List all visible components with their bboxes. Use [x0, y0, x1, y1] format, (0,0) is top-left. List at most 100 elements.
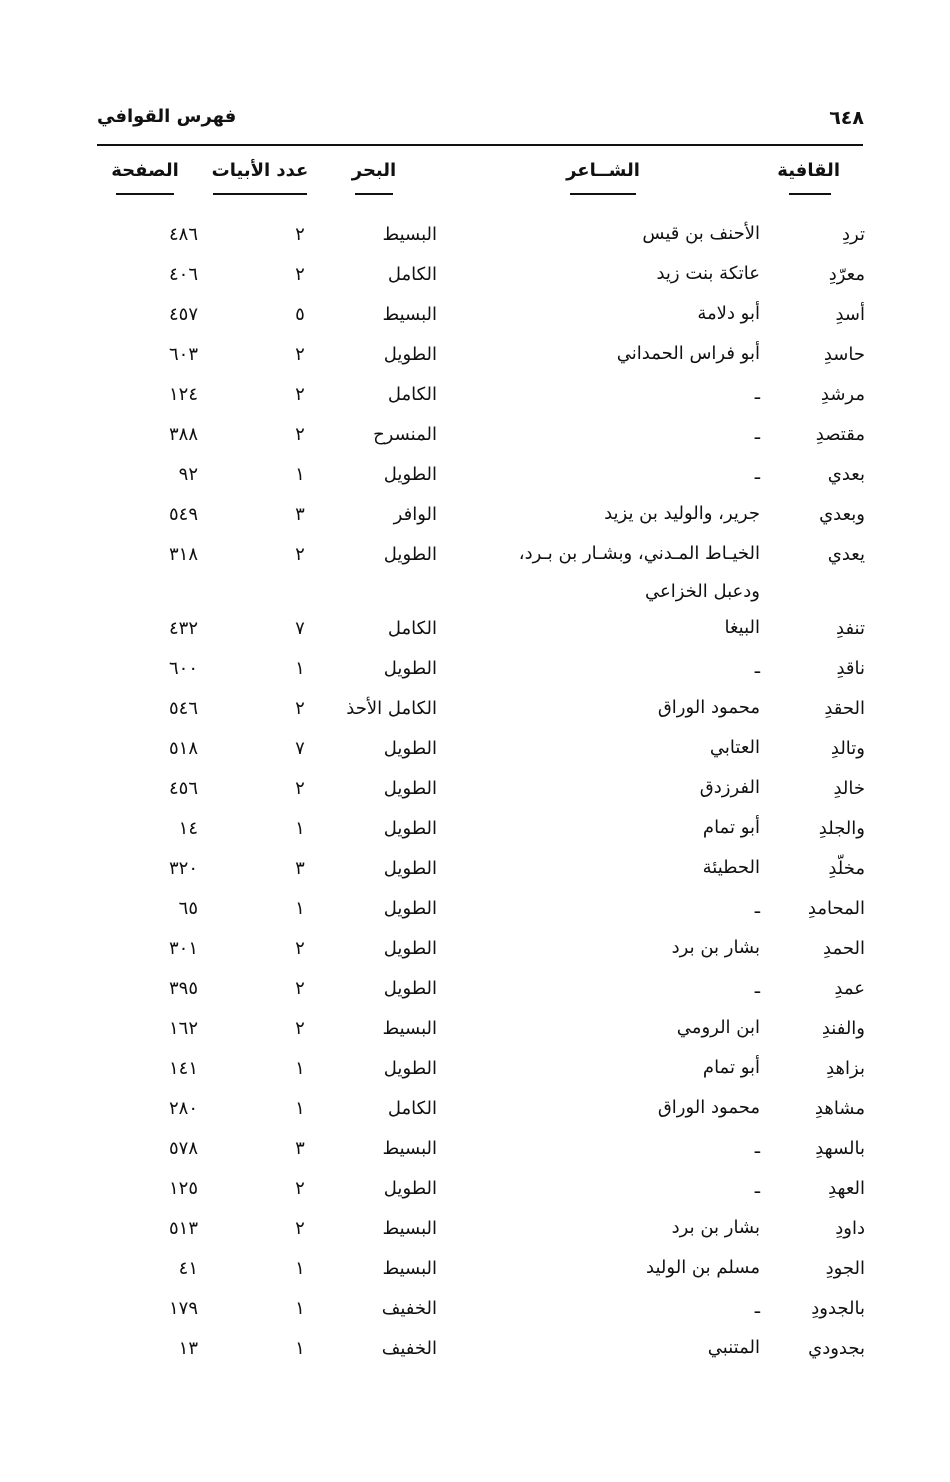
poet-cell: محمود الوراق: [658, 689, 760, 727]
column-header-page: الصفحة: [105, 160, 185, 195]
verse-count-cell: ١: [295, 658, 305, 679]
poet-cell: ابن الرومي: [677, 1009, 760, 1047]
poet-line: أبو فراس الحمداني: [616, 343, 760, 364]
page-cell: ٣٩٥: [168, 978, 198, 999]
poet-line: جرير، والوليد بن يزيد: [604, 503, 760, 524]
column-header-rhyme: القافية: [777, 160, 840, 195]
table-row: بجدودي المتنبي الخفيف ١ ١٣: [0, 1332, 950, 1372]
meter-cell: الكامل: [387, 264, 437, 285]
table-row: بالجدودِ ـ الخفيف ١ ١٧٩: [0, 1292, 950, 1332]
meter-cell: الكامل: [387, 384, 437, 405]
poet-cell: أبو تمام: [703, 809, 760, 847]
poet-line: الحطيئة: [702, 857, 760, 878]
rhyme-cell: أسدِ: [835, 304, 865, 325]
meter-cell: الطويل: [383, 1178, 437, 1199]
page-cell: ٦٠٣: [168, 344, 198, 365]
table-row: داودِ بشار بن برد البسيط ٢ ٥١٣: [0, 1212, 950, 1252]
poet-line: البيغا: [724, 617, 760, 638]
table-row: وبعدي جرير، والوليد بن يزيد الوافر ٣ ٥٤٩: [0, 498, 950, 538]
page-cell: ٤٥٦: [168, 778, 198, 799]
meter-cell: الطويل: [383, 778, 437, 799]
page-cell: ٣٢٠: [168, 858, 198, 879]
table-row: والجلدِ أبو تمام الطويل ١ ١٤: [0, 812, 950, 852]
running-title: فهرس القوافي: [97, 106, 237, 127]
column-header-verses: عدد الأبيات: [205, 160, 315, 195]
poet-cell: أبو دلامة: [697, 295, 760, 333]
table-row: مخلّدِ الحطيئة الطويل ٣ ٣٢٠: [0, 852, 950, 892]
rhyme-cell: العهدِ: [828, 1178, 865, 1199]
poet-line: ـ: [754, 1177, 760, 1198]
table-row: تنفدِ البيغا الكامل ٧ ٤٣٢: [0, 612, 950, 652]
poet-line: بشار بن برد: [671, 1217, 760, 1238]
verse-count-cell: ٢: [295, 938, 305, 959]
meter-cell: المنسرح: [373, 424, 437, 445]
rhyme-cell: بزاهدِ: [826, 1058, 865, 1079]
poet-line: ودعبل الخزاعي: [644, 581, 760, 602]
page-cell: ٦٥: [178, 898, 198, 919]
poet-cell: الخيـاط المـدني، وبشـار بن بـرد، ودعبل ال…: [519, 535, 760, 611]
verse-count-cell: ٢: [295, 1018, 305, 1039]
meter-cell: الطويل: [383, 938, 437, 959]
page-cell: ٥٤٦: [168, 698, 198, 719]
verse-count-cell: ٣: [295, 1138, 305, 1159]
poet-line: أبو تمام: [702, 1057, 760, 1078]
meter-cell: البسيط: [382, 1138, 438, 1159]
page-cell: ٢٨٠: [168, 1098, 198, 1119]
page-cell: ١٤: [178, 818, 198, 839]
page-cell: ٥٧٨: [168, 1138, 198, 1159]
poet-cell: ـ: [755, 1289, 760, 1327]
rhyme-cell: ناقدِ: [836, 658, 865, 679]
meter-cell: الخفيف: [381, 1298, 437, 1319]
meter-cell: الطويل: [383, 858, 437, 879]
verse-count-cell: ١: [295, 1258, 305, 1279]
rhyme-cell: حاسدِ: [823, 344, 865, 365]
poet-line: الفرزدق: [699, 777, 760, 798]
verse-count-cell: ١: [295, 1058, 305, 1079]
verse-count-cell: ٢: [295, 224, 305, 245]
verse-count-cell: ١: [295, 1098, 305, 1119]
page-cell: ١٢٥: [168, 1178, 198, 1199]
verse-count-cell: ١: [295, 1298, 305, 1319]
rhyme-cell: خالدِ: [833, 778, 865, 799]
poet-line: الأحنف بن قيس: [642, 223, 760, 244]
meter-cell: الطويل: [383, 898, 437, 919]
verse-count-cell: ٢: [295, 544, 305, 565]
meter-cell: الطويل: [383, 818, 437, 839]
meter-cell: الطويل: [383, 464, 437, 485]
verse-count-cell: ٣: [295, 858, 305, 879]
rhyme-cell: بالجدودِ: [811, 1298, 865, 1319]
poet-cell: محمود الوراق: [658, 1089, 760, 1127]
page-cell: ١٣: [178, 1338, 198, 1359]
poet-line: أبو دلامة: [697, 303, 760, 324]
poet-line: ـ: [754, 463, 760, 484]
meter-cell: البسيط: [382, 1018, 438, 1039]
table-row: معرّدِ عاتكة بنت زيد الكامل ٢ ٤٠٦: [0, 258, 950, 298]
verse-count-cell: ٢: [295, 978, 305, 999]
poet-cell: ـ: [755, 1129, 760, 1167]
verse-count-cell: ٢: [295, 384, 305, 405]
table-row: بعدي ـ الطويل ١ ٩٢: [0, 458, 950, 498]
page-cell: ٤٣٢: [168, 618, 198, 639]
table-row: الجودِ مسلم بن الوليد البسيط ١ ٤١: [0, 1252, 950, 1292]
poet-cell: ـ: [755, 415, 760, 453]
poet-cell: الفرزدق: [700, 769, 760, 807]
page-cell: ٤٥٧: [168, 304, 198, 325]
meter-cell: الطويل: [383, 658, 437, 679]
page-cell: ١٤١: [168, 1058, 198, 1079]
rhyme-cell: بجدودي: [808, 1338, 865, 1359]
verse-count-cell: ١: [295, 1338, 305, 1359]
rhyme-cell: وبعدي: [819, 504, 865, 525]
rhyme-cell: داودِ: [835, 1218, 865, 1239]
column-header-poet: الشــاعر: [553, 160, 653, 195]
page-cell: ٤٨٦: [168, 224, 198, 245]
poet-cell: أبو تمام: [703, 1049, 760, 1087]
table-row: وتالدِ العتابي الطويل ٧ ٥١٨: [0, 732, 950, 772]
meter-cell: البسيط: [382, 1258, 438, 1279]
poet-cell: بشار بن برد: [672, 929, 760, 967]
poet-line: ـ: [754, 1297, 760, 1318]
table-row: يعدي الخيـاط المـدني، وبشـار بن بـرد، ودعب…: [0, 538, 950, 612]
verse-count-cell: ٣: [295, 504, 305, 525]
verse-count-cell: ٢: [295, 698, 305, 719]
poet-line: ـ: [754, 657, 760, 678]
poet-line: مسلم بن الوليد: [646, 1257, 760, 1278]
